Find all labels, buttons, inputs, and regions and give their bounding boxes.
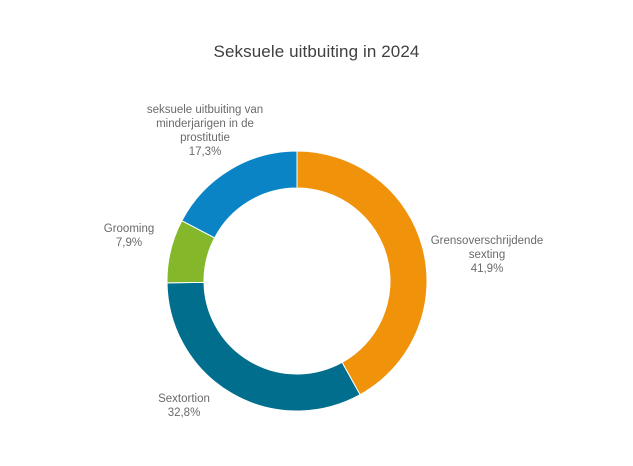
slice-label-sextortion: Sextortion 32,8% [158, 393, 210, 419]
slice-label-seksuele-uitbuiting-minderjarigen: seksuele uitbuiting van minderjarigen in … [147, 104, 263, 158]
chart-title: Seksuele uitbuiting in 2024 [213, 42, 420, 61]
slice-grensoverschrijdende-sexting [296, 150, 428, 396]
slice-label-grooming: Grooming 7,9% [104, 223, 155, 249]
slice-sextortion [166, 281, 361, 412]
slice-label-grensoverschrijdende-sexting: Grensoverschrijdende sexting 41,9% [431, 235, 544, 275]
slice-seksuele-uitbuiting-minderjarigen [181, 150, 298, 239]
